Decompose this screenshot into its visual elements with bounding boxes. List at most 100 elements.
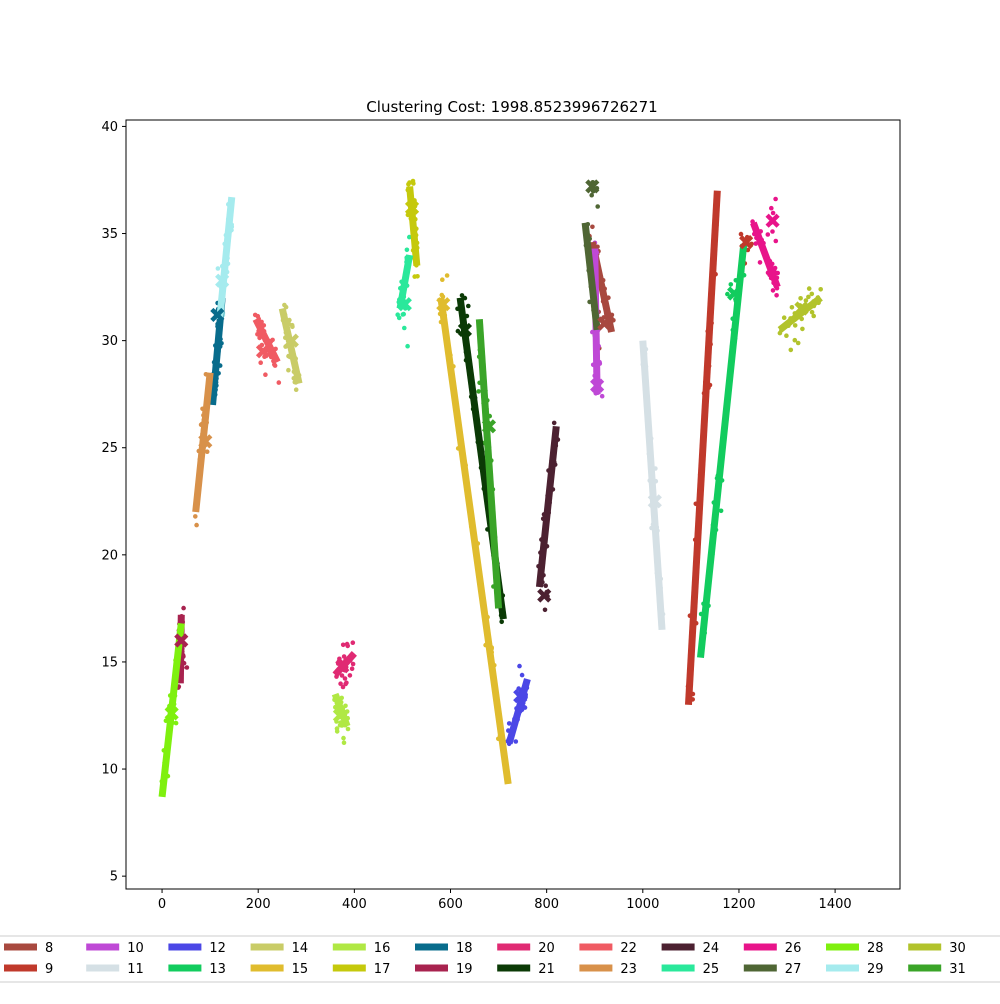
data-point-cluster-20: [340, 684, 346, 690]
legend-swatch: [908, 964, 942, 972]
data-point-cluster-26: [775, 270, 780, 276]
legend-label: 17: [374, 962, 391, 977]
cluster-segment-15: [437, 297, 512, 785]
legend-swatch: [332, 943, 366, 951]
data-point-cluster-20: [340, 642, 346, 648]
x-tick-label: 1200: [722, 897, 755, 912]
legend-item-13: 13: [168, 962, 226, 977]
marker-stroke: [174, 633, 189, 648]
data-point-cluster-26: [774, 293, 779, 298]
data-point-cluster-26: [765, 232, 771, 237]
legend-item-27: 27: [743, 962, 801, 977]
cluster-segments-layer: [158, 186, 823, 798]
marker-stroke: [436, 297, 451, 312]
data-point-cluster-30: [792, 323, 798, 328]
data-point-cluster-15: [440, 277, 445, 283]
legend-item-23: 23: [579, 962, 637, 977]
marker-stroke: [210, 307, 225, 323]
data-point-cluster-30: [788, 347, 794, 353]
data-point-cluster-19: [181, 605, 186, 611]
cluster-segment-31: [475, 318, 503, 609]
cluster-center-marker-8: [597, 316, 612, 331]
legend-item-29: 29: [826, 962, 884, 977]
data-point-cluster-10: [599, 393, 605, 399]
data-point-cluster-14: [293, 387, 299, 393]
data-point-cluster-26: [770, 210, 776, 216]
axes-layer: 0 200 400 600 800 1000 1200 1400 5 10 15 20 25 30 35 40: [101, 120, 851, 912]
data-point-cluster-12: [506, 721, 512, 726]
legend-label: 18: [456, 941, 473, 956]
cluster-centers-layer: [164, 179, 809, 723]
legend-item-18: 18: [415, 941, 473, 956]
marker-stroke: [647, 494, 662, 509]
legend-swatch: [661, 943, 695, 951]
cluster-center-marker-17: [404, 200, 420, 215]
data-point-cluster-16: [343, 703, 348, 709]
legend-swatch: [332, 964, 366, 972]
legend-swatch: [415, 943, 448, 951]
legend-label: 23: [620, 962, 637, 977]
data-point-cluster-20: [341, 654, 347, 659]
data-point-cluster-26: [770, 288, 776, 293]
data-point-cluster-30: [818, 287, 823, 292]
marker-stroke: [404, 200, 420, 215]
data-point-cluster-14: [282, 302, 287, 308]
legend-swatch: [743, 964, 777, 972]
y-tick-label: 25: [101, 441, 118, 456]
legend-swatch: [168, 964, 202, 972]
legend-swatch: [86, 964, 120, 972]
data-point-cluster-20: [344, 680, 349, 686]
data-point-cluster-30: [781, 315, 787, 321]
legend-label: 11: [127, 962, 144, 977]
marker-stroke: [481, 419, 497, 434]
data-point-cluster-22: [270, 337, 275, 343]
legend-item-30: 30: [908, 941, 966, 956]
cluster-center-marker-12: [513, 689, 528, 704]
marker-stroke: [332, 708, 348, 723]
data-point-cluster-13: [718, 508, 724, 514]
data-point-cluster-16: [345, 726, 351, 732]
marker-stroke: [513, 689, 528, 704]
cluster-center-marker-28: [164, 706, 179, 721]
x-tick-label: 200: [246, 897, 271, 912]
data-point-cluster-23: [194, 522, 199, 528]
marker-stroke: [335, 659, 350, 674]
data-point-cluster-26: [753, 241, 759, 246]
legend-swatch: [743, 943, 777, 951]
data-point-cluster-14: [290, 324, 295, 330]
cluster-center-marker-29: [215, 273, 230, 288]
data-point-cluster-22: [272, 363, 278, 368]
data-point-cluster-23: [193, 514, 198, 519]
legend-label: 28: [867, 941, 884, 956]
legend-label: 26: [785, 941, 802, 956]
cluster-center-marker-13: [727, 286, 742, 301]
data-point-cluster-30: [784, 333, 789, 339]
data-point-cluster-12: [513, 739, 519, 744]
data-point-cluster-30: [789, 305, 795, 310]
data-point-cluster-30: [798, 296, 803, 301]
data-point-cluster-19: [184, 665, 190, 670]
legend-label: 25: [703, 962, 720, 977]
cluster-center-marker-10: [590, 378, 605, 393]
legend-swatch: [908, 943, 942, 951]
plot-area-frame: [125, 119, 901, 890]
data-point-cluster-30: [795, 340, 801, 346]
marker-stroke: [215, 273, 230, 288]
legend-label: 24: [703, 941, 720, 956]
marker-stroke: [255, 344, 271, 359]
cluster-center-marker-26: [765, 213, 780, 228]
data-point-cluster-16: [334, 726, 340, 731]
data-point-cluster-21: [455, 328, 461, 334]
legend-item-26: 26: [743, 941, 802, 956]
legend-swatch: [4, 964, 37, 972]
legend-label: 19: [456, 962, 473, 977]
legend-item-16: 16: [332, 941, 390, 956]
legend-item-11: 11: [86, 962, 144, 977]
cluster-center-marker-23: [198, 434, 213, 449]
marker-stroke: [198, 434, 213, 449]
cluster-center-marker-11: [647, 494, 662, 509]
data-point-cluster-29: [215, 266, 221, 271]
data-point-cluster-13: [728, 282, 734, 287]
